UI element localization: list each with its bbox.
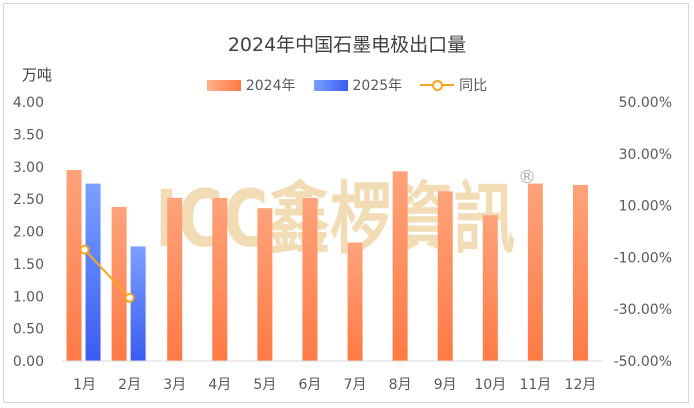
legend-swatch-2025 (313, 79, 348, 91)
x-tick-label: 2月 (118, 377, 141, 393)
bar-2024-5月 (257, 208, 273, 361)
chart-legend: 2024年 2025年 同比 (0, 75, 694, 95)
bar-2024-10月 (482, 215, 498, 361)
y-tick-label: 3.50 (13, 127, 44, 143)
bar-2024-6月 (302, 197, 318, 361)
legend-label-2024: 2024年 (245, 78, 296, 94)
yoy-point-2月 (124, 292, 135, 303)
y2-tick-label: -30.00% (614, 302, 672, 318)
x-tick-label: 8月 (389, 377, 412, 393)
y-tick-label: 0.50 (13, 322, 44, 338)
x-tick-label: 12月 (565, 377, 597, 393)
x-tick-label: 9月 (434, 377, 457, 393)
bar-2024-11月 (527, 183, 543, 361)
legend-item-yoy: 同比 (420, 75, 487, 95)
x-tick-label: 4月 (208, 377, 231, 393)
y-tick-label: 3.00 (13, 160, 44, 176)
y-tick-label: 2.50 (13, 192, 44, 208)
legend-item-2024: 2024年 (206, 75, 296, 95)
x-tick-label: 7月 (344, 377, 367, 393)
legend-label-yoy: 同比 (459, 78, 488, 94)
bar-2024-8月 (392, 171, 408, 361)
bar-2024-4月 (212, 197, 228, 361)
y2-tick-label: 10.00% (619, 199, 672, 215)
yoy-point-1月 (79, 244, 90, 255)
x-tick-label: 10月 (474, 377, 506, 393)
y-tick-label: 1.50 (13, 257, 44, 273)
x-tick-label: 3月 (163, 377, 186, 393)
legend-label-2025: 2025年 (352, 78, 403, 94)
y-tick-label: 1.00 (13, 289, 44, 305)
y2-tick-label: 50.00% (619, 95, 672, 111)
bar-2025-1月 (85, 183, 101, 361)
bar-2024-1月 (66, 169, 82, 361)
legend-item-2025: 2025年 (313, 75, 403, 95)
y2-tick-label: -50.00% (614, 354, 672, 370)
bar-2025-2月 (130, 246, 146, 361)
bar-2024-3月 (167, 197, 183, 361)
x-tick-label: 6月 (298, 377, 321, 393)
chart-title: 2024年中国石墨电极出口量 (227, 34, 467, 56)
y-tick-label: 0.00 (13, 354, 44, 370)
y2-tick-label: 30.00% (619, 147, 672, 163)
y-axis-unit-label: 万吨 (22, 66, 53, 84)
y2-tick-label: -10.00% (614, 250, 672, 266)
x-tick-label: 1月 (73, 377, 96, 393)
yoy-line (83, 248, 131, 299)
bar-2024-2月 (111, 206, 127, 361)
bar-2024-7月 (347, 242, 363, 361)
bar-2024-12月 (572, 184, 588, 361)
y-tick-label: 4.00 (13, 95, 44, 111)
x-tick-label: 5月 (253, 377, 276, 393)
bar-2024-9月 (437, 191, 453, 361)
watermark-text: ICC鑫椤資訊 (155, 175, 515, 265)
y-tick-label: 2.00 (13, 225, 44, 241)
legend-swatch-yoy (420, 79, 455, 91)
legend-swatch-2024 (206, 79, 241, 91)
watermark-registered-mark: ® (518, 167, 536, 188)
x-tick-label: 11月 (519, 377, 551, 393)
